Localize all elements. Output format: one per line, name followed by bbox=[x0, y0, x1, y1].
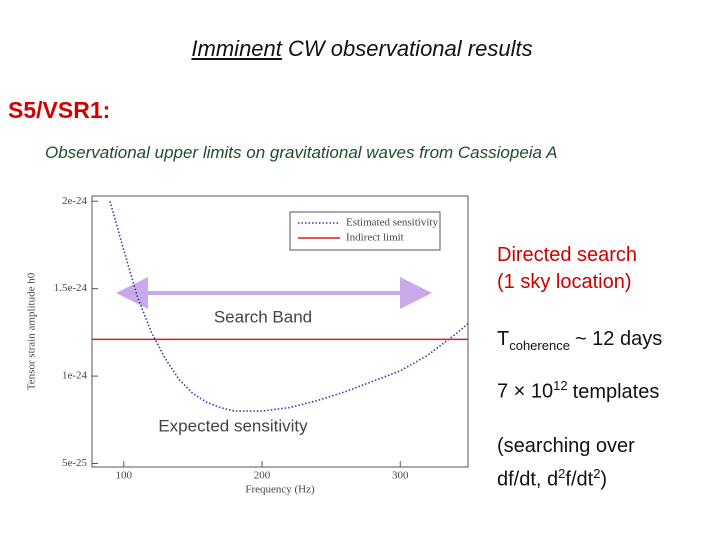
note-text: templates bbox=[572, 380, 660, 403]
note-text: T bbox=[497, 328, 510, 350]
note-line: (1 sky location) bbox=[497, 271, 632, 293]
y-tick-label: 1e-24 bbox=[62, 370, 88, 382]
y-tick-label: 1.5e-24 bbox=[54, 282, 88, 294]
note-sub: coherence bbox=[509, 338, 570, 353]
note-text: ~ 12 days bbox=[574, 328, 663, 350]
y-tick-label: 2e-24 bbox=[62, 195, 88, 207]
y-axis-label: Tensor strain amplitude h0 bbox=[26, 272, 38, 390]
title-emphasis: Imminent bbox=[191, 36, 282, 61]
note: Directed search (1 sky location) bbox=[497, 242, 637, 296]
note: 7 × 1012 templates bbox=[497, 372, 659, 406]
x-axis-label: Frequency (Hz) bbox=[245, 484, 315, 496]
slide-title: Imminent CW observational results bbox=[0, 36, 720, 62]
legend-label: Estimated sensitivity bbox=[346, 217, 438, 229]
annotation: Expected sensitivity bbox=[158, 416, 308, 435]
note-line: (searching over bbox=[497, 435, 635, 457]
subtitle: Observational upper limits on gravitatio… bbox=[45, 143, 558, 162]
x-tick-label: 200 bbox=[254, 470, 271, 482]
note-sup: 2 bbox=[593, 466, 601, 481]
legend-box bbox=[289, 211, 441, 251]
annotation: Search Band bbox=[214, 307, 312, 326]
note-text: df/dt, d bbox=[497, 468, 559, 491]
note-text: 7 × 10 bbox=[497, 380, 554, 403]
line-series bbox=[109, 201, 469, 412]
legend-label: Indirect limit bbox=[346, 232, 404, 244]
y-tick-label: 5e-25 bbox=[62, 457, 88, 469]
heading: S5/VSR1: bbox=[8, 97, 111, 123]
note-text: ) bbox=[600, 468, 608, 491]
note: Tcoherence ~ 12 days bbox=[497, 326, 662, 359]
title-rest: CW observational results bbox=[288, 36, 533, 61]
note-line: Directed search bbox=[497, 244, 638, 266]
x-tick-label: 100 bbox=[116, 470, 133, 482]
note-sup: 2 bbox=[558, 466, 566, 481]
note-line: df/dt, d2f/dt2) bbox=[497, 460, 635, 494]
note-sup: 12 bbox=[553, 378, 568, 393]
note: (searching over df/dt, d2f/dt2) bbox=[497, 433, 635, 494]
note-text: f/dt bbox=[565, 468, 594, 491]
x-tick-label: 300 bbox=[392, 470, 409, 482]
